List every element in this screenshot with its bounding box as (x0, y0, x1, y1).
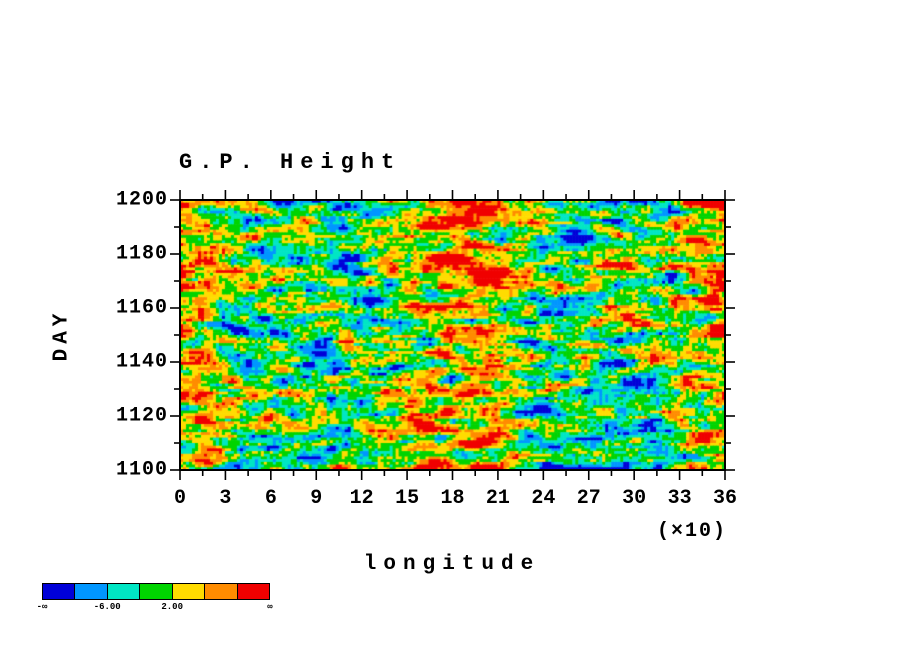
x-tick-label: 33 (667, 487, 692, 510)
colorbar-cell (43, 584, 76, 599)
x-tick-label: 36 (712, 487, 738, 510)
y-tick-label: 1100 (115, 458, 168, 482)
colorbar-label: -∞ (36, 602, 48, 612)
x-tick-label: 27 (576, 487, 601, 510)
y-tick-label: 1140 (115, 350, 168, 374)
x-tick-label: 3 (219, 487, 232, 510)
x-axis-unit: (×10) (656, 520, 727, 543)
x-tick-label: 9 (310, 487, 323, 510)
colorbar-cell (75, 584, 108, 599)
x-tick-label: 6 (264, 487, 277, 510)
y-tick-label: 1180 (115, 242, 168, 266)
colorbar-cell (205, 584, 238, 599)
heatmap-canvas (180, 200, 725, 470)
plot-area (180, 200, 725, 470)
y-tick-label: 1160 (115, 296, 168, 320)
colorbar-cell (172, 584, 206, 599)
colorbar-labels: -∞ -6.00 2.00 ∞ (37, 602, 273, 614)
y-tick-label: 1200 (115, 188, 168, 212)
x-tick-label: 30 (622, 487, 647, 510)
x-tick-label: 24 (531, 487, 556, 510)
x-tick-label: 18 (440, 487, 465, 510)
colorbar-cell (107, 584, 141, 599)
x-tick-label: 0 (173, 487, 187, 510)
y-axis-title: DAY (50, 308, 74, 362)
colorbar-label: 2.00 (161, 602, 183, 612)
colorbar: -∞ -6.00 2.00 ∞ (37, 583, 273, 614)
colorbar-cells (42, 583, 270, 600)
plot-title: G.P. Height (179, 150, 402, 175)
x-axis-title: longitude (363, 553, 541, 576)
colorbar-cell (237, 584, 269, 599)
colorbar-cell (140, 584, 173, 599)
y-tick-label: 1120 (115, 404, 168, 428)
x-tick-label: 15 (395, 487, 420, 510)
x-tick-label: 21 (485, 487, 510, 510)
colorbar-label: -6.00 (93, 602, 121, 612)
colorbar-label: ∞ (267, 602, 273, 612)
x-tick-label: 12 (349, 487, 374, 510)
